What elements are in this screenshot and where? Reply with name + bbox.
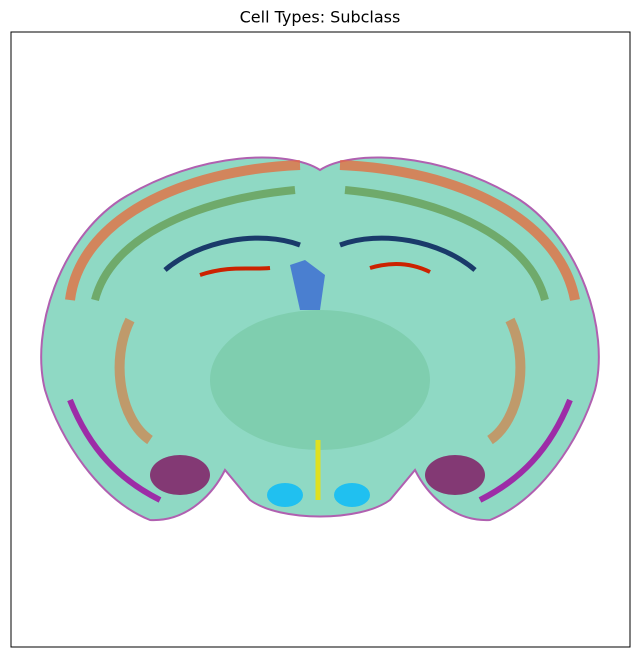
- cortex-band: [65, 160, 580, 301]
- lateral-band: [114, 317, 154, 445]
- ventricle: [290, 260, 325, 310]
- amygdala: [150, 455, 210, 495]
- piriform: [67, 398, 573, 503]
- cortex-band: [91, 186, 549, 302]
- axes-frame: [10, 31, 631, 648]
- amygdala: [425, 455, 485, 495]
- thalamus: [210, 310, 430, 450]
- chart-title: Cell Types: Subclass: [240, 8, 401, 27]
- hypothalamus: [334, 483, 370, 507]
- hypothalamus: [267, 483, 303, 507]
- lateral-band: [486, 317, 526, 445]
- red-region: [199, 261, 431, 277]
- white-matter: [163, 235, 477, 272]
- brain-section: [40, 156, 600, 522]
